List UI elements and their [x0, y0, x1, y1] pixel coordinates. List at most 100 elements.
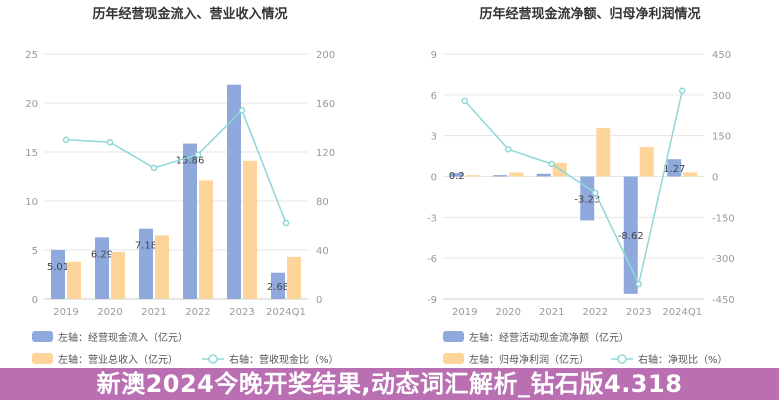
overlay-banner: 新澳2024今晚开奖结果,动态词汇解析_钻石版4.318: [0, 368, 779, 400]
chart-title: 历年经营现金流净额、归母净利润情况: [479, 6, 700, 22]
line-series: [464, 90, 683, 287]
legend-swatch-bar: [32, 331, 53, 342]
bar-cash: [623, 176, 638, 294]
x-axis-tick: 2023: [626, 307, 651, 318]
legend-label: 左轴：归母净利润（亿元）: [469, 353, 589, 366]
bar-cash: [667, 159, 682, 177]
right-axis-tick: -450: [712, 295, 735, 306]
bar-profit: [596, 128, 611, 177]
line-point: [679, 87, 686, 94]
left-axis-tick: 6: [431, 91, 437, 102]
bar-cash: [493, 175, 508, 177]
bar-profit: [111, 251, 125, 299]
left-axis-tick: 0: [32, 295, 38, 306]
bar-profit: [199, 180, 213, 299]
bar-cash: [449, 173, 464, 177]
x-axis-tick: 2022: [185, 307, 210, 318]
legend-swatch-point: [617, 354, 627, 364]
bar-cash: [271, 272, 285, 299]
bar-profit: [287, 256, 301, 299]
x-axis-tick: 2020: [496, 307, 521, 318]
right-axis-tick: 120: [316, 148, 335, 159]
bar-data-label: 5.01: [47, 262, 69, 273]
right-axis-tick: 450: [712, 50, 731, 61]
left-axis-tick: -9: [427, 295, 437, 306]
bar-data-label: 0.2: [449, 171, 465, 182]
bar-profit: [639, 146, 654, 177]
x-axis-tick: 2021: [539, 307, 564, 318]
legend-swatch-point: [208, 354, 218, 364]
left-axis-tick: -3: [427, 213, 437, 224]
left-axis-tick: 9: [431, 50, 437, 61]
line-point: [461, 97, 468, 105]
right-axis-tick: 200: [316, 50, 335, 61]
bar-data-label: 1.27: [663, 164, 685, 175]
bar-profit: [67, 261, 81, 299]
bar-data-label: -3.23: [574, 194, 600, 205]
bar-data-label: 2.68: [267, 282, 289, 293]
line-point: [635, 280, 642, 288]
right-axis-tick: 0: [316, 295, 322, 306]
x-axis-tick: 2020: [97, 307, 122, 318]
bar-cash: [51, 249, 65, 299]
x-axis-tick: 2021: [141, 307, 166, 318]
bar-profit: [243, 160, 257, 299]
legend-swatch-bar: [443, 331, 464, 342]
bar-cash: [536, 173, 551, 177]
right-axis-tick: 150: [712, 132, 731, 143]
bar-cash: [139, 228, 153, 299]
legend-label: 右轴：营收现金比（%）: [229, 353, 339, 366]
x-axis-tick: 2022: [583, 307, 608, 318]
right-axis-tick: -150: [712, 213, 735, 224]
line-point: [548, 160, 555, 168]
right-axis-tick: 160: [316, 99, 335, 110]
x-axis-tick: 2023: [229, 307, 254, 318]
left-axis-tick: 0: [431, 173, 437, 184]
left-axis-tick: 20: [25, 99, 38, 110]
left-axis-tick: 15: [25, 148, 38, 159]
bar-data-label: 7.18: [135, 241, 157, 252]
chart-title: 历年经营现金流入、营业收入情况: [92, 6, 287, 22]
banner-text: 新澳2024今晚开奖结果,动态词汇解析_钻石版4.318: [96, 370, 683, 398]
legend-label: 左轴：经营活动现金流净额（亿元）: [469, 331, 629, 344]
line-point: [194, 151, 202, 158]
x-axis-tick: 2024Q1: [662, 307, 702, 318]
x-axis-tick: 2019: [53, 307, 78, 318]
legend-label: 左轴：经营现金流入（亿元）: [58, 331, 188, 344]
right-axis-tick: -300: [712, 254, 735, 265]
right-axis-tick: 40: [316, 246, 329, 257]
line-point: [282, 219, 290, 227]
bar-profit: [683, 172, 698, 177]
right-axis-tick: 300: [712, 91, 731, 102]
bar-cash: [95, 237, 109, 299]
left-axis-tick: 5: [32, 246, 38, 257]
line-point: [592, 189, 599, 197]
line-point: [106, 138, 114, 146]
right-axis-tick: 0: [712, 173, 718, 184]
bar-data-label: 6.29: [91, 249, 113, 260]
legend-swatch-bar: [32, 353, 53, 364]
bar-data-label: 15.86: [176, 156, 205, 167]
bar-cash: [580, 176, 595, 221]
bar-cash: [227, 84, 241, 299]
line-point: [238, 107, 246, 114]
left-axis-tick: 10: [25, 197, 38, 208]
line-point: [505, 146, 512, 153]
x-axis-tick: 2024Q1: [266, 307, 306, 318]
legend-swatch-bar: [443, 353, 464, 364]
bar-profit: [155, 235, 169, 299]
left-axis-tick: 3: [431, 132, 437, 143]
bar-profit: [509, 172, 524, 177]
legend-label: 右轴：净现比（%）: [638, 353, 728, 366]
bar-data-label: -8.62: [618, 231, 644, 242]
right-axis-tick: 80: [316, 197, 329, 208]
line-point: [62, 136, 70, 143]
legend-label: 左轴：营业总收入（亿元）: [58, 353, 178, 366]
left-axis-tick: 25: [25, 50, 38, 61]
bar-cash: [183, 143, 197, 299]
line-point: [150, 164, 158, 172]
bar-profit: [465, 175, 480, 177]
line-series: [65, 109, 287, 224]
x-axis-tick: 2019: [452, 307, 477, 318]
